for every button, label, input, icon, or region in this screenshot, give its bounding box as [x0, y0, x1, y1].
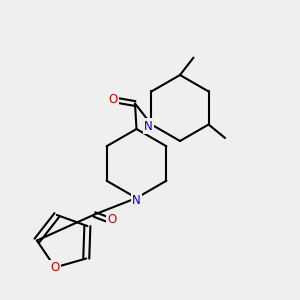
Text: O: O — [109, 93, 118, 106]
Text: N: N — [144, 119, 153, 133]
Text: O: O — [50, 261, 60, 274]
Text: N: N — [132, 194, 141, 207]
Text: O: O — [107, 213, 116, 226]
